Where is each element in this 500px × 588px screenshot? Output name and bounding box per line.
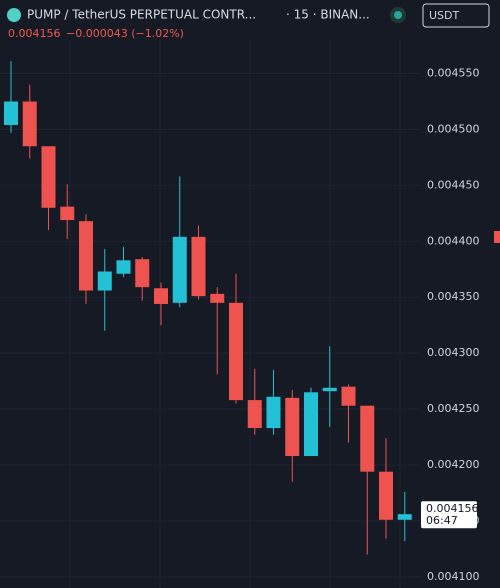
candle-body [22, 101, 37, 147]
price-change: −0.000043 (−1.02%) [66, 27, 184, 40]
candle-body [79, 221, 93, 291]
y-tick-label: 0.004100 [427, 570, 480, 583]
candle-body [360, 405, 375, 472]
candle-body [247, 400, 262, 429]
y-tick-label: 0.004250 [427, 402, 480, 415]
grid [0, 40, 420, 588]
currency-select[interactable] [422, 3, 490, 28]
candle-body [191, 236, 206, 297]
candle-body [60, 206, 75, 221]
candle-body [341, 386, 356, 406]
candle-body [229, 302, 243, 401]
candle-body [135, 259, 150, 288]
candle-body [4, 101, 18, 125]
candle-body [266, 396, 281, 429]
candle-body [210, 293, 225, 303]
y-tick-label: 0.004400 [427, 234, 480, 247]
price-label: 0.004156 [426, 502, 479, 515]
y-tick-label: 0.004300 [427, 346, 480, 359]
candle-body [41, 146, 56, 208]
status-dot [394, 11, 402, 19]
y-tick-label: 0.004200 [427, 458, 480, 471]
currency[interactable]: USDT [429, 9, 460, 22]
symbol-icon [7, 8, 21, 22]
candle-body [97, 271, 112, 291]
interval[interactable]: · 15 · BINAN... [286, 8, 370, 22]
y-tick-label: 0.004550 [427, 67, 480, 80]
price-label-box [421, 501, 477, 529]
candle-body [154, 288, 168, 304]
candle-body [397, 514, 412, 520]
y-tick-label: 0.004350 [427, 290, 480, 303]
candle-body [304, 392, 318, 457]
last-price: 0.004156 [8, 27, 61, 40]
y-tick-label: 0.004500 [427, 122, 480, 135]
candle-body [116, 260, 131, 274]
candle-body [285, 397, 300, 457]
edge-marker [494, 231, 500, 243]
countdown: 06:47 [426, 514, 458, 527]
candle-body [172, 236, 187, 303]
candle-body [322, 387, 337, 392]
y-tick-label: 0.004450 [427, 178, 480, 191]
symbol[interactable]: PUMP / TetherUS PERPETUAL CONTR... [27, 8, 256, 22]
candle-body [379, 471, 393, 520]
